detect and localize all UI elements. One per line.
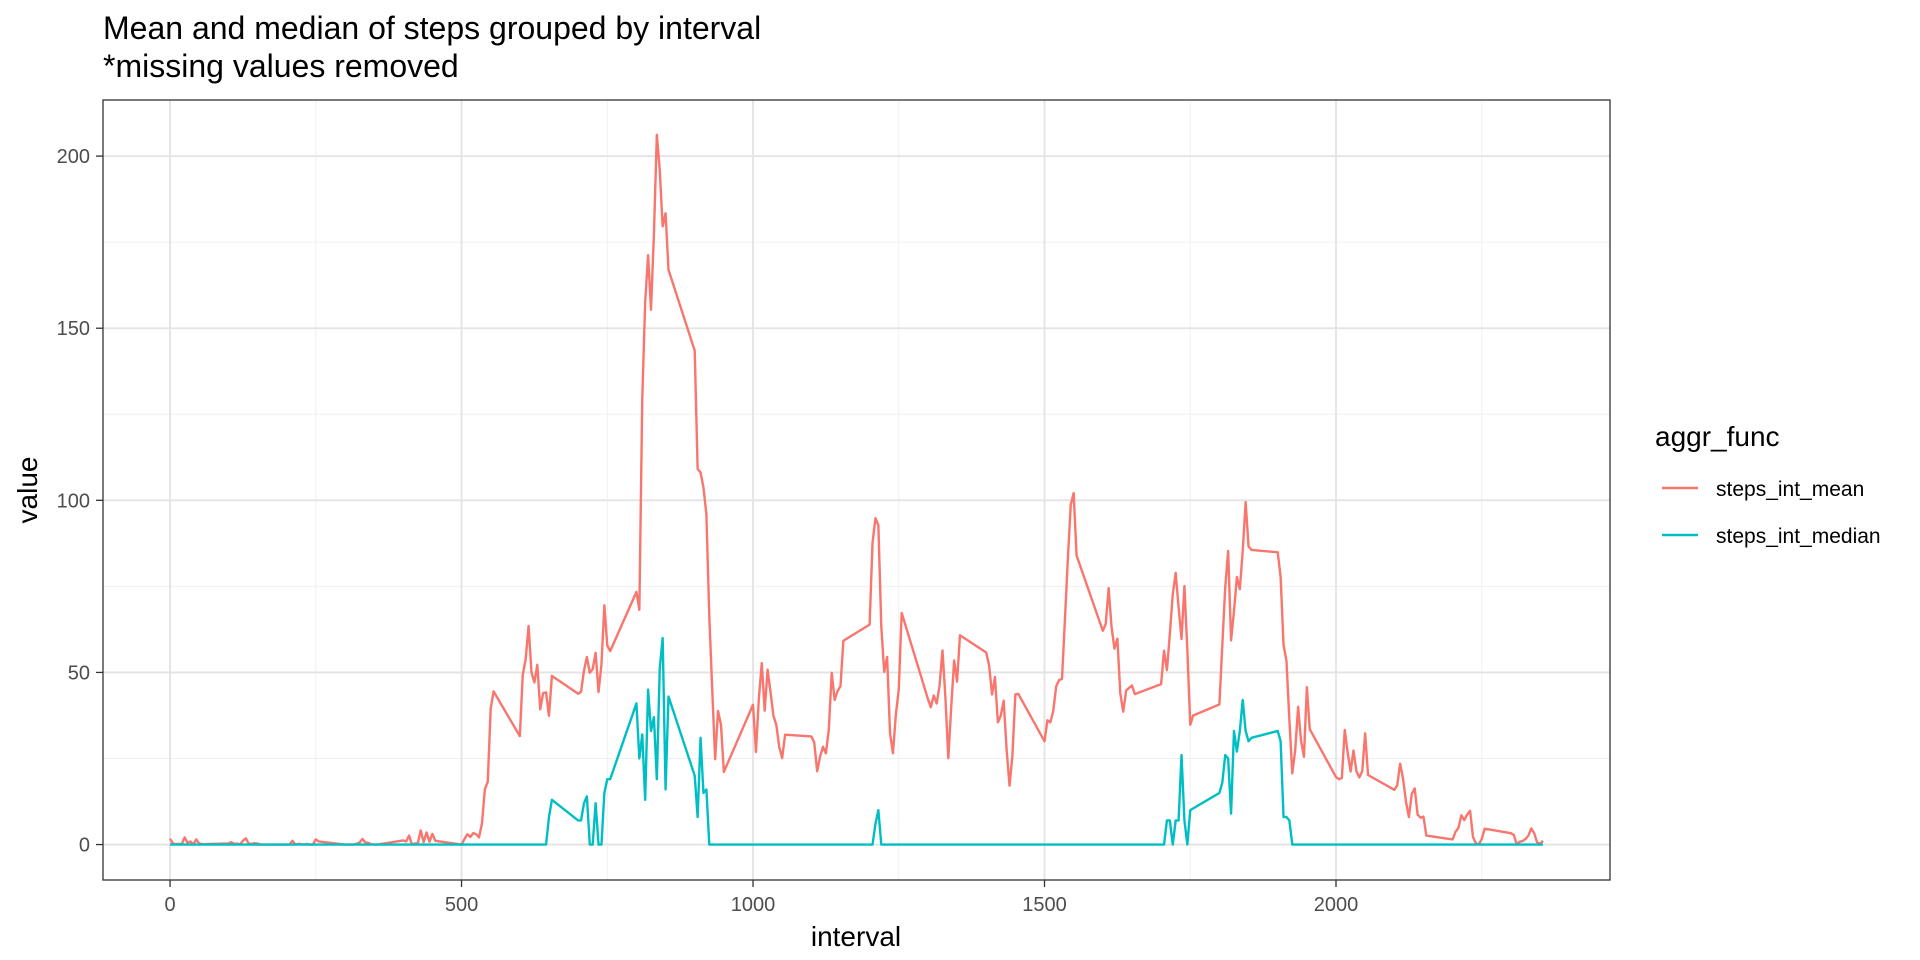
series-lines: [169, 133, 1544, 846]
y-tick-label: 100: [57, 490, 90, 512]
x-tick-label: 0: [164, 894, 175, 916]
plot-background: [103, 100, 1610, 880]
series-line-steps-int-mean: [169, 133, 1544, 846]
legend-title: aggr_func: [1655, 421, 1780, 452]
x-axis-title: interval: [811, 921, 901, 952]
y-axis-title: value: [12, 457, 43, 524]
x-tick-label: 500: [445, 894, 478, 916]
plot-border: [102, 99, 1611, 881]
x-tick-label: 1500: [1022, 894, 1067, 916]
y-tick-label: 0: [79, 835, 90, 857]
legend-label-steps-int-median: steps_int_median: [1716, 525, 1881, 548]
chart-title-line-1: Mean and median of steps grouped by inte…: [103, 10, 761, 46]
legend: aggr_func steps_int_mean steps_int_media…: [1655, 421, 1881, 548]
y-axis-ticks: 0 50 100 150 200: [57, 146, 103, 857]
x-tick-label: 2000: [1314, 894, 1359, 916]
x-tick-label: 1000: [731, 894, 776, 916]
legend-label-steps-int-mean: steps_int_mean: [1716, 478, 1864, 501]
y-tick-label: 200: [57, 146, 90, 168]
series-line-steps-int-median: [170, 636, 1543, 846]
y-tick-label: 150: [57, 318, 90, 340]
x-axis-ticks: 0 500 1000 1500 2000: [164, 880, 1358, 916]
chart-title-line-2: *missing values removed: [103, 48, 459, 84]
y-tick-label: 50: [68, 662, 90, 684]
major-gridlines: [103, 100, 1610, 880]
minor-gridlines: [103, 100, 1610, 880]
